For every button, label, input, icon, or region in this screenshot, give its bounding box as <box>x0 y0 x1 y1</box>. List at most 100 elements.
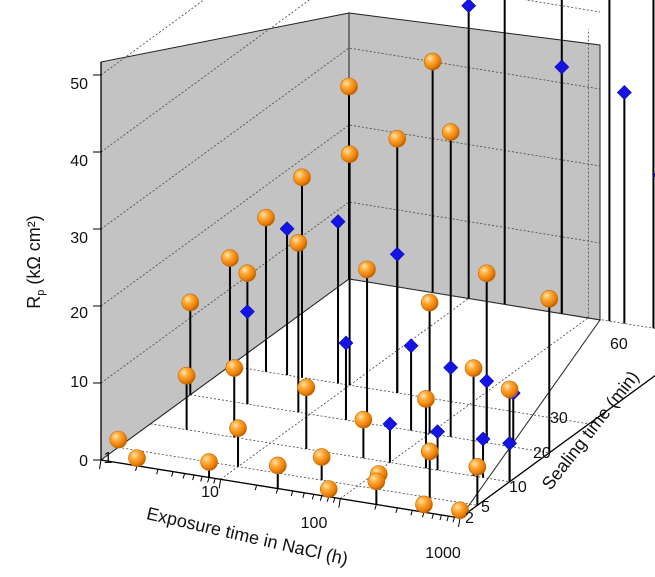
sphere-marker <box>257 208 275 227</box>
x-tick-label: 1 <box>104 450 113 467</box>
sphere-marker <box>468 458 487 476</box>
z-tick-label: 30 <box>70 230 88 247</box>
x-tick <box>200 476 203 482</box>
diamond-marker <box>554 59 570 75</box>
diamond-marker <box>502 435 518 451</box>
diamond-marker <box>382 416 398 432</box>
y-axis-line <box>459 374 655 519</box>
sphere-marker <box>464 359 483 377</box>
sphere-marker <box>312 448 331 466</box>
y-tick-label: 10 <box>509 479 527 496</box>
x-tick <box>395 507 398 514</box>
x-gridline <box>220 298 469 480</box>
sphere-marker <box>340 77 358 96</box>
y-tick-label: 2 <box>465 510 474 527</box>
diamond-marker <box>338 335 354 351</box>
sphere-marker <box>367 472 386 491</box>
axes-lines <box>93 62 655 528</box>
x-tick <box>156 469 159 475</box>
z-axis-label-sub: p <box>35 290 47 296</box>
markers <box>109 0 655 520</box>
sphere-marker <box>358 260 376 279</box>
sphere-marker <box>200 453 218 471</box>
sphere-marker <box>221 249 239 267</box>
sphere-marker <box>238 264 257 282</box>
x-tick <box>182 473 186 479</box>
sphere-marker <box>229 419 247 437</box>
z-gridline <box>100 124 601 307</box>
y-gridline <box>229 365 590 425</box>
sphere-marker <box>420 442 439 461</box>
y-tick-label: 20 <box>533 445 551 462</box>
x-gridline <box>340 317 589 499</box>
sphere-marker <box>268 456 287 475</box>
y-tick-label: 30 <box>550 410 568 427</box>
sphere-marker <box>388 130 407 148</box>
sphere-marker <box>225 359 244 377</box>
x-tick <box>374 504 377 510</box>
sphere-marker <box>109 430 128 449</box>
z-tick-label: 50 <box>70 76 88 93</box>
x-tick <box>192 474 195 481</box>
sphere-marker <box>354 410 373 429</box>
y-tick-label: 60 <box>610 336 628 353</box>
x-tick <box>207 477 210 483</box>
x-tick <box>446 515 449 522</box>
x-tick <box>319 495 323 501</box>
x-tick <box>452 516 456 523</box>
y-gridline <box>118 446 478 506</box>
x-tick <box>254 485 258 491</box>
x-tick <box>332 497 336 503</box>
z-gridline <box>100 47 601 230</box>
sphere-marker <box>500 380 519 399</box>
x-tick <box>290 490 294 497</box>
y-gridline <box>348 278 655 329</box>
z-tick-label: 0 <box>79 453 88 470</box>
x-tick <box>338 498 341 508</box>
x-tick <box>275 488 279 494</box>
z-axis-label-unit: (kΩ cm²) <box>24 215 44 289</box>
z-axis-label-main: R <box>24 296 44 309</box>
sphere-marker <box>293 168 311 187</box>
z-tick-label: 40 <box>70 153 88 170</box>
z-tick-label: 20 <box>70 305 88 322</box>
diamond-marker <box>239 304 255 320</box>
x-tick <box>458 517 461 528</box>
x-tick <box>410 510 413 516</box>
sphere-marker <box>297 378 316 397</box>
sphere-marker <box>128 449 146 467</box>
sphere-marker <box>417 390 435 408</box>
sphere-marker <box>441 123 460 141</box>
diamond-marker <box>616 85 632 100</box>
x-tick <box>171 471 174 477</box>
diamond-marker <box>475 431 491 447</box>
x-tick <box>99 459 102 470</box>
x-tick <box>431 513 434 519</box>
x-tick <box>302 492 305 498</box>
sphere-marker <box>540 290 559 308</box>
sphere-marker <box>477 264 496 283</box>
sphere-marker <box>319 480 338 498</box>
diamond-marker <box>461 0 477 14</box>
diamond-marker <box>279 221 295 237</box>
sphere-marker <box>415 495 433 514</box>
y-tick-label: 5 <box>481 499 490 516</box>
diamond-marker <box>330 214 346 230</box>
z-axis-label: Rp (kΩ cm²) <box>24 215 47 309</box>
diamond-marker <box>443 360 459 376</box>
diamond-marker <box>479 373 495 389</box>
x-tick <box>218 479 222 489</box>
x-tick <box>439 514 442 521</box>
x-tick <box>311 494 315 500</box>
x-tick <box>213 478 216 484</box>
diamond-marker <box>430 424 445 440</box>
diamond-marker <box>389 246 405 262</box>
x-axis-line <box>100 459 461 519</box>
x-tick-label: 1000 <box>425 545 461 562</box>
z-gridline <box>100 201 601 384</box>
x-tick-label: 10 <box>201 484 219 501</box>
x-axis-label: Exposure time in NaCl (h) <box>145 503 350 569</box>
sphere-marker <box>451 501 469 520</box>
